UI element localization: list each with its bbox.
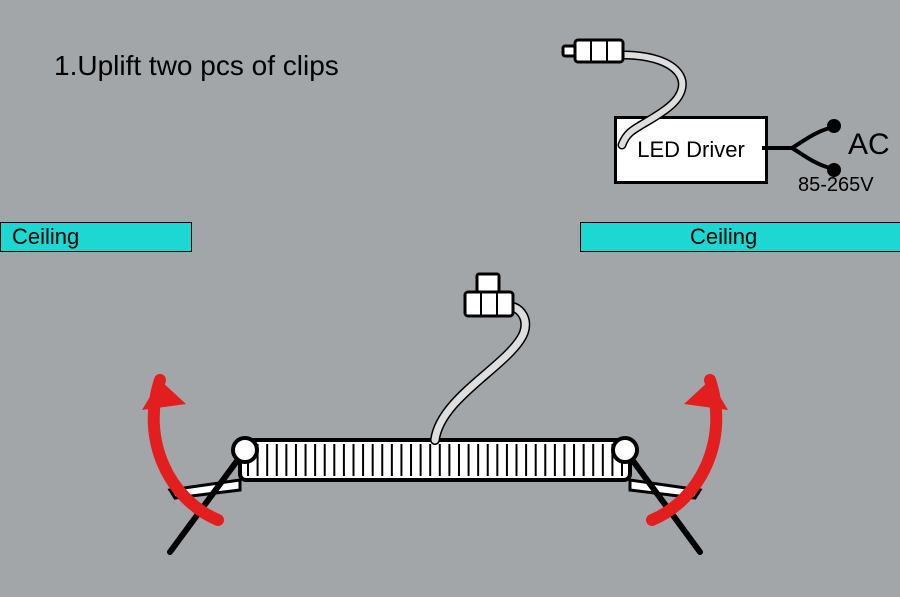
led-driver-box: LED Driver xyxy=(614,116,768,184)
ac-label: AC xyxy=(848,128,890,162)
instruction-title: 1.Uplift two pcs of clips xyxy=(54,50,339,82)
ac-voltage-label: 85-265V xyxy=(798,174,874,197)
ceiling-label-right: Ceiling xyxy=(690,224,757,250)
background xyxy=(0,0,900,597)
ceiling-label-left: Ceiling xyxy=(12,224,79,250)
led-driver-label: LED Driver xyxy=(637,137,745,163)
diagram-canvas: 1.Uplift two pcs of clips Ceiling Ceilin… xyxy=(0,0,900,597)
